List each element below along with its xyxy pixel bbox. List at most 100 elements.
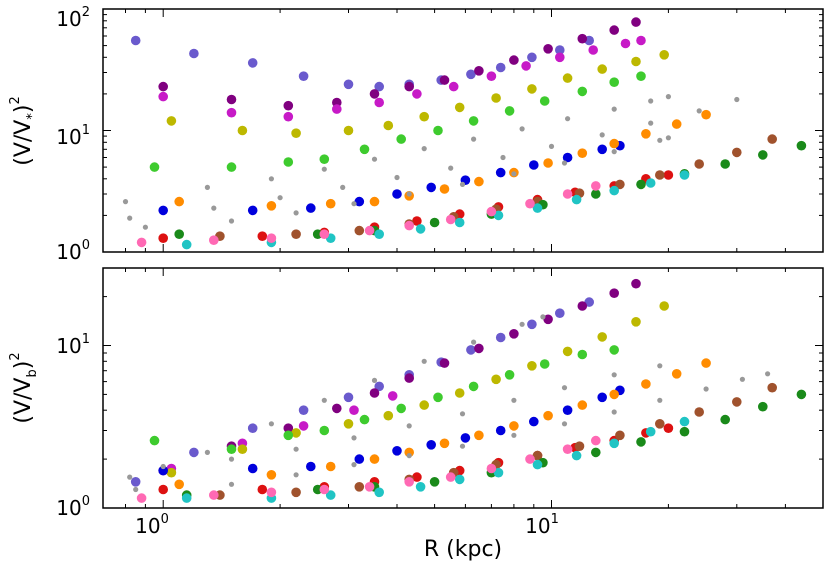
top-panel-data-point [599,132,605,138]
top-panel-data-point [620,38,631,49]
top-panel-data-point [374,97,385,108]
top-panel-data-point [412,216,422,226]
bottom-panel-data-point [343,419,354,429]
top-panel-data-point [597,64,607,74]
bottom-panel-data-point [383,410,394,421]
top-panel-data-point [631,17,641,27]
top-panel-data-point [343,79,354,90]
top-panel-data-point [796,140,807,151]
bottom-panel-data-point [445,472,456,482]
bottom-panel-data-point [369,454,380,464]
bottom-panel-data-point [429,477,440,487]
bottom-panel-data-point [597,392,607,403]
bottom-panel-data-point [577,301,588,311]
bottom-panel-data-point [543,314,553,325]
bottom-panel-data-point [266,487,277,498]
bottom-panel-data-point [611,372,617,378]
top-panel-data-point [767,134,777,144]
bottom-panel-data-point [543,410,553,421]
bottom-panel-data-point [189,447,199,458]
bottom-panel-x-tick-label: 101 [525,512,559,538]
bottom-panel-data-point [158,484,168,495]
bottom-panel-data-point [511,397,517,403]
top-panel-data-point [374,81,385,92]
top-panel-data-point [396,134,407,144]
bottom-panel-data-point [415,482,426,492]
top-panel-data-point [597,144,607,155]
bottom-panel-data-point [609,288,619,299]
top-panel-data-point [645,178,656,188]
top-panel-y-axis-label: (V/V*)2 [8,96,40,165]
top-panel-data-point [189,48,199,59]
top-panel-data-point [415,224,426,234]
top-panel-data-point [609,185,619,196]
top-panel-data-point [332,97,342,108]
top-panel-data-point [136,237,147,248]
top-panel-data-point [421,146,427,152]
top-panel-data-point [636,71,646,81]
top-panel-data-point [609,25,619,35]
bottom-panel-data-point [701,358,711,368]
bottom-panel-data-point [765,371,771,377]
bottom-panel-data-point [454,474,465,485]
top-panel-data-point [648,98,654,104]
top-panel-data-point [321,166,327,172]
bottom-panel-data-point [758,401,768,412]
bottom-panel-data-point [459,443,466,449]
top-panel-data-point [426,182,437,193]
top-panel-data-point [369,89,380,99]
bottom-panel-data-point [439,358,450,368]
top-panel-data-point [591,189,601,199]
bottom-panel-data-point [504,370,515,380]
top-panel-data-point [283,100,294,111]
bottom-panel-data-point [268,421,274,427]
bottom-panel-data-point [228,456,235,462]
top-panel-data-point [142,224,148,230]
top-panel-data-point [291,128,301,138]
bottom-panel-data-point [509,421,519,431]
bottom-panel-data-point [679,416,690,427]
top-panel-data-point [555,45,565,55]
bottom-panel-data-point [319,425,330,436]
top-panel-data-point [696,108,702,114]
bottom-panel-data-point [519,321,525,327]
bottom-panel-data-point [237,444,248,455]
bottom-panel-data-point [527,361,537,371]
bottom-panel-data-point [392,446,402,456]
bottom-panel-data-point [291,487,301,498]
top-panel-data-point [448,81,459,92]
top-panel-data-point [268,176,274,182]
bottom-panel-data-point [209,490,219,500]
x-axis-label: R (kpc) [424,537,502,562]
bottom-panel-data-point [166,467,177,478]
bottom-panel-data-point [406,453,412,459]
top-panel-data-point [247,58,258,68]
bottom-panel-data-point [312,484,323,495]
top-panel-data-point [562,189,573,199]
bottom-panel-data-point [406,423,412,429]
top-panel-data-point [237,125,248,136]
bottom-panel-y-tick-label: 100 [56,494,90,520]
top-panel-data-point [588,45,598,55]
bottom-panel-data-point [454,388,465,398]
bottom-panel-data-point [655,419,665,429]
bottom-panel-data-point [529,416,539,427]
top-panel-data-point [615,179,625,190]
bottom-panel-data-point [491,374,501,385]
bottom-panel-data-point [574,441,585,452]
top-panel-data-point [636,179,646,190]
top-panel-data-point [158,91,168,102]
bottom-panel-data-point [369,388,380,398]
bottom-panel-data-point [247,463,258,474]
top-panel-y-tick-label: 101 [56,123,90,149]
top-panel-data-point [577,86,588,97]
top-panel-data-point [459,181,466,187]
top-panel-data-point [354,196,365,207]
bottom-panel-data-point [283,430,294,441]
top-panel-data-point [527,52,537,63]
bottom-panel-data-point [404,477,415,487]
bottom-panel-data-point [283,423,294,434]
bottom-panel-data-point [136,493,147,503]
bottom-panel-data-point [493,467,504,478]
bottom-panel-data-point [325,461,336,472]
